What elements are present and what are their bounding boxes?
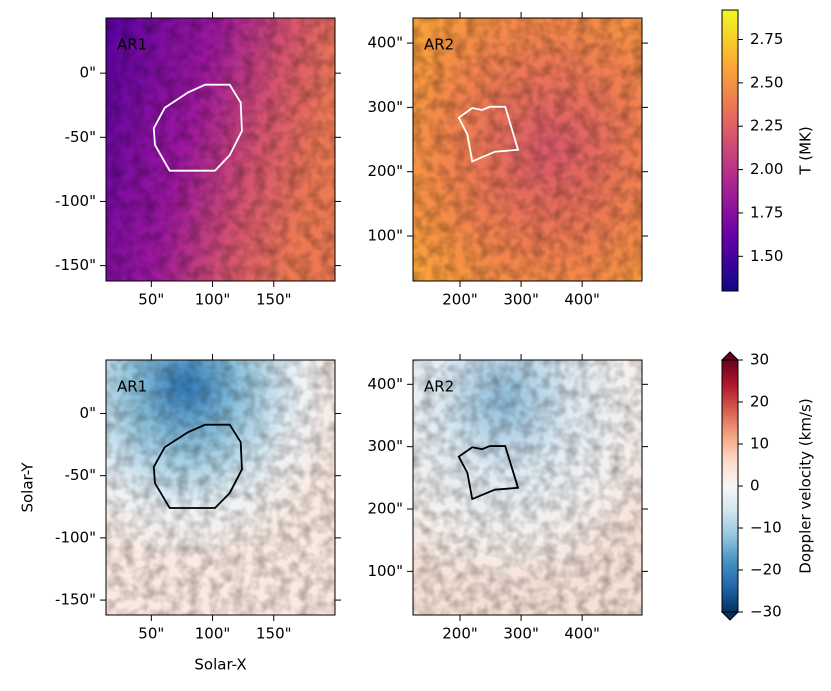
colorbar-tick-label: 1.75 bbox=[750, 203, 783, 221]
colorbar-tick-label: 0 bbox=[750, 477, 760, 495]
y-tick-label: -50" bbox=[65, 466, 96, 484]
y-tick-label: -50" bbox=[65, 128, 96, 146]
y-tick-label: 300" bbox=[367, 437, 403, 455]
x-tick-label: 300" bbox=[503, 625, 539, 643]
x-tick-label: 100" bbox=[195, 625, 231, 643]
axes-frame bbox=[412, 17, 643, 282]
x-tick-label: 200" bbox=[442, 291, 478, 309]
heatmap-texture bbox=[106, 360, 335, 615]
panel-label: AR1 bbox=[117, 378, 147, 396]
colorbar-label: Doppler velocity (km/s) bbox=[797, 398, 815, 573]
colorbar-extend-bottom bbox=[720, 611, 740, 621]
panel-label: AR2 bbox=[424, 378, 454, 396]
y-tick-label: 0" bbox=[80, 404, 96, 422]
colorbar-frame bbox=[721, 9, 739, 292]
x-tick-label: 50" bbox=[138, 625, 164, 643]
contour bbox=[457, 445, 520, 501]
y-tick-label: 400" bbox=[367, 34, 403, 52]
colorbar-tick-label: 2.00 bbox=[750, 160, 783, 178]
colorbar-tick-label: 20 bbox=[750, 393, 769, 411]
axes-frame bbox=[412, 359, 643, 616]
contour bbox=[457, 105, 520, 163]
y-axis-label: Solar-Y bbox=[19, 462, 37, 513]
panel-label: AR1 bbox=[117, 36, 147, 54]
colorbar-tick-label: 2.75 bbox=[750, 30, 783, 48]
y-tick-label: -100" bbox=[55, 192, 96, 210]
y-tick-label: 100" bbox=[367, 562, 403, 580]
x-tick-label: 50" bbox=[138, 291, 164, 309]
y-tick-label: 300" bbox=[367, 98, 403, 116]
heatmap-texture bbox=[413, 360, 642, 615]
colorbar-tick-label: −30 bbox=[750, 603, 782, 621]
y-tick-label: 100" bbox=[367, 226, 403, 244]
x-axis-label: Solar-X bbox=[194, 656, 246, 674]
y-tick-label: 200" bbox=[367, 500, 403, 518]
colorbar-fill bbox=[722, 360, 738, 612]
y-tick-label: -150" bbox=[55, 256, 96, 274]
y-tick-label: -100" bbox=[55, 528, 96, 546]
colorbar-label: T (MK) bbox=[797, 126, 815, 175]
x-tick-label: 100" bbox=[195, 291, 231, 309]
x-tick-label: 300" bbox=[503, 291, 539, 309]
axes-frame bbox=[105, 359, 336, 616]
colorbar-tick-label: 10 bbox=[750, 435, 769, 453]
x-tick-label: 150" bbox=[256, 625, 292, 643]
colorbar-tick-label: 30 bbox=[750, 351, 769, 369]
x-tick-label: 150" bbox=[256, 291, 292, 309]
y-tick-label: 400" bbox=[367, 375, 403, 393]
x-tick-label: 200" bbox=[442, 625, 478, 643]
colorbar-tick-label: −20 bbox=[750, 561, 782, 579]
x-tick-label: 400" bbox=[564, 291, 600, 309]
heatmap-texture bbox=[106, 18, 335, 281]
colorbar-fill bbox=[722, 10, 738, 291]
heatmap-texture bbox=[413, 18, 642, 281]
y-tick-label: 200" bbox=[367, 162, 403, 180]
colorbar-extend-top bbox=[720, 351, 740, 361]
y-tick-label: 0" bbox=[80, 64, 96, 82]
x-tick-label: 400" bbox=[564, 625, 600, 643]
panel-label: AR2 bbox=[424, 36, 454, 54]
axes-frame bbox=[105, 17, 336, 282]
colorbar-tick-label: −10 bbox=[750, 519, 782, 537]
colorbar-tick-label: 1.50 bbox=[750, 247, 783, 265]
y-tick-label: -150" bbox=[55, 591, 96, 609]
colorbar-tick-label: 2.50 bbox=[750, 73, 783, 91]
contour bbox=[152, 83, 243, 172]
colorbar-tick-label: 2.25 bbox=[750, 117, 783, 135]
contour bbox=[152, 423, 243, 509]
